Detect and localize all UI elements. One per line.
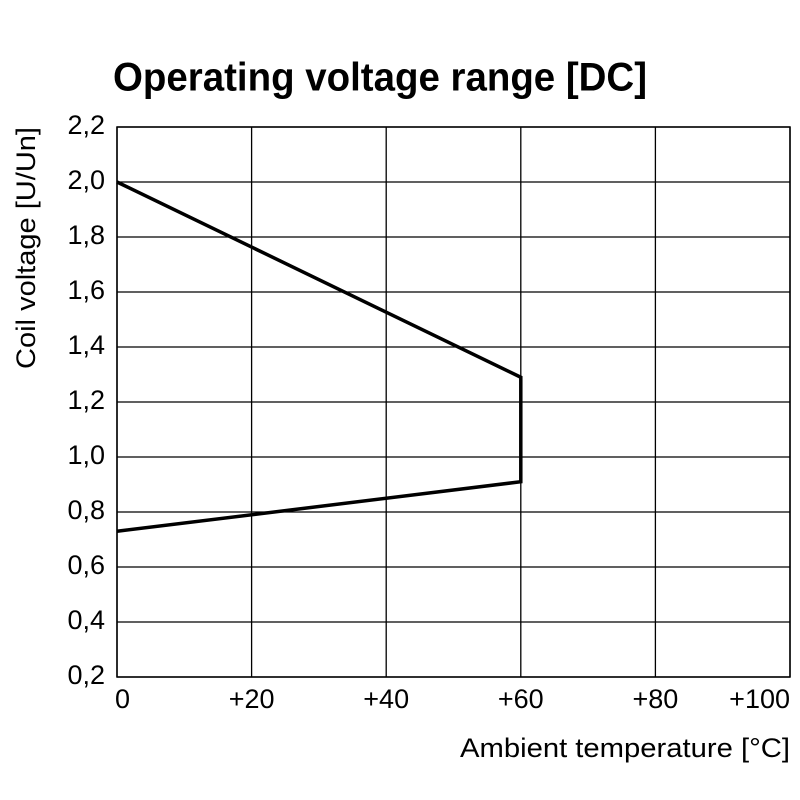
y-tick-label: 1,4 bbox=[67, 330, 105, 360]
y-tick-label: 0,2 bbox=[67, 660, 105, 690]
y-tick-label: 1,2 bbox=[67, 385, 105, 415]
x-tick-label: +20 bbox=[229, 684, 275, 714]
chart-title: Operating voltage range [DC] bbox=[113, 56, 647, 100]
y-axis-label: Coil voltage [U/Un] bbox=[11, 127, 41, 369]
y-tick-label: 1,0 bbox=[67, 440, 105, 470]
x-tick-label: +60 bbox=[498, 684, 544, 714]
x-tick-label: +100 bbox=[729, 684, 790, 714]
x-axis-label: Ambient temperature [°C] bbox=[460, 733, 790, 763]
plot-border bbox=[116, 126, 791, 678]
y-tick-label: 2,2 bbox=[67, 110, 105, 140]
y-tick-label: 0,4 bbox=[67, 605, 105, 635]
y-tick-label: 0,6 bbox=[67, 550, 105, 580]
x-tick-label: 0 bbox=[115, 684, 130, 714]
y-tick-label: 2,0 bbox=[67, 165, 105, 195]
y-tick-label: 1,6 bbox=[67, 275, 105, 305]
x-tick-label: +40 bbox=[363, 684, 409, 714]
y-tick-label: 1,8 bbox=[67, 220, 105, 250]
x-tick-label: +80 bbox=[632, 684, 678, 714]
data-line bbox=[116, 180, 523, 533]
y-tick-label: 0,8 bbox=[67, 495, 105, 525]
